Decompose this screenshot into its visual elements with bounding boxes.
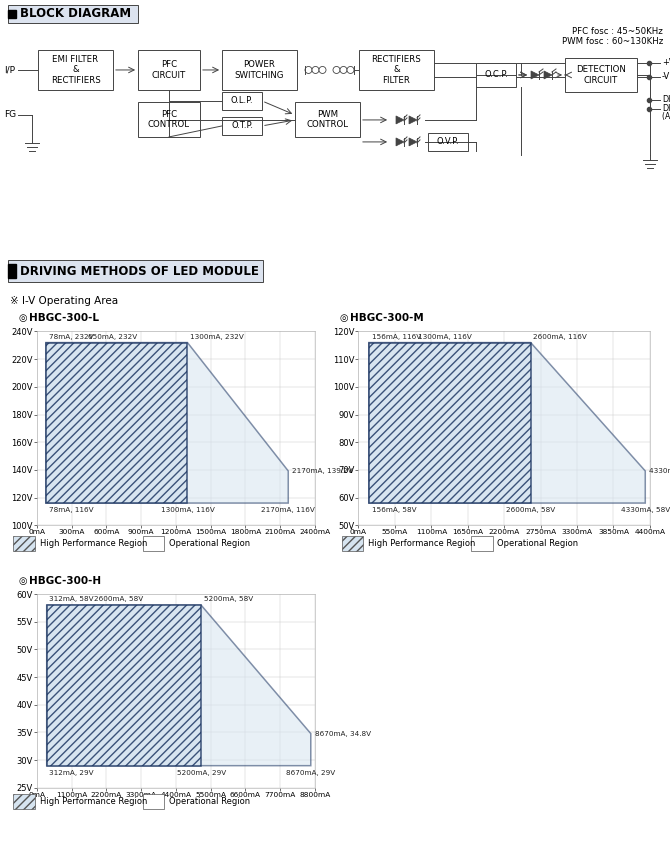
Polygon shape xyxy=(369,343,645,503)
Bar xyxy=(38,50,113,90)
Polygon shape xyxy=(47,605,311,765)
Text: 312mA, 29V: 312mA, 29V xyxy=(50,770,94,776)
Text: PFC
CIRCUIT: PFC CIRCUIT xyxy=(152,60,186,80)
Text: 5200mA, 58V: 5200mA, 58V xyxy=(204,597,253,603)
Text: 4330mA, 58V: 4330mA, 58V xyxy=(620,507,670,513)
Text: 78mA, 232V: 78mA, 232V xyxy=(49,334,93,340)
Text: PFC
CONTROL: PFC CONTROL xyxy=(148,109,190,129)
Text: PFC fosc : 45~50KHz
PWM fosc : 60~130KHz: PFC fosc : 45~50KHz PWM fosc : 60~130KHz xyxy=(561,27,663,46)
Text: (AB Type): (AB Type) xyxy=(662,113,670,121)
Text: I/P: I/P xyxy=(4,65,15,74)
Bar xyxy=(8,10,16,18)
Bar xyxy=(8,264,16,278)
Bar xyxy=(295,102,360,137)
Circle shape xyxy=(347,66,354,73)
Text: RECTIFIERS
&
FILTER: RECTIFIERS & FILTER xyxy=(372,55,421,85)
Bar xyxy=(143,794,164,809)
Text: POWER
SWITCHING: POWER SWITCHING xyxy=(234,60,284,80)
Polygon shape xyxy=(396,116,404,124)
Text: O.L.P.: O.L.P. xyxy=(230,96,253,105)
Bar xyxy=(138,50,200,90)
Text: Operational Region: Operational Region xyxy=(169,539,250,548)
Bar xyxy=(476,63,516,87)
Text: 5200mA, 29V: 5200mA, 29V xyxy=(176,770,226,776)
Text: O.T.P.: O.T.P. xyxy=(231,121,253,130)
Bar xyxy=(8,260,263,282)
Text: 1300mA, 116V: 1300mA, 116V xyxy=(417,334,472,340)
Text: ◎: ◎ xyxy=(19,575,27,585)
Polygon shape xyxy=(396,138,404,146)
Text: O.V.P.: O.V.P. xyxy=(437,138,460,146)
Text: 8670mA, 29V: 8670mA, 29V xyxy=(286,770,336,776)
Text: +V: +V xyxy=(662,59,670,67)
Text: High Performance Region: High Performance Region xyxy=(368,539,475,548)
Text: 312mA, 58V: 312mA, 58V xyxy=(50,597,94,603)
Text: 156mA, 116V: 156mA, 116V xyxy=(372,334,421,340)
Text: Operational Region: Operational Region xyxy=(497,539,578,548)
Text: O.C.P.: O.C.P. xyxy=(484,71,508,79)
Text: 156mA, 58V: 156mA, 58V xyxy=(372,507,416,513)
Text: EMI FILTER
&
RECTIFIERS: EMI FILTER & RECTIFIERS xyxy=(51,55,100,85)
Bar xyxy=(13,536,35,551)
Text: 1300mA, 116V: 1300mA, 116V xyxy=(161,507,214,513)
Text: HBGC-300-L: HBGC-300-L xyxy=(29,313,98,323)
Text: 1300mA, 232V: 1300mA, 232V xyxy=(190,334,244,340)
Text: ※ I-V Operating Area: ※ I-V Operating Area xyxy=(10,296,118,307)
Circle shape xyxy=(312,66,319,73)
Text: DIM+: DIM+ xyxy=(662,96,670,104)
Polygon shape xyxy=(46,343,288,503)
Polygon shape xyxy=(46,343,188,503)
Bar xyxy=(8,5,138,23)
Bar xyxy=(222,117,262,135)
Bar xyxy=(565,58,637,92)
Text: DRIVING METHODS OF LED MODULE: DRIVING METHODS OF LED MODULE xyxy=(20,264,259,278)
Circle shape xyxy=(319,66,326,73)
Bar xyxy=(222,92,262,110)
Text: ◎: ◎ xyxy=(19,313,27,323)
Text: 2170mA, 116V: 2170mA, 116V xyxy=(261,507,315,513)
Circle shape xyxy=(333,66,340,73)
Bar xyxy=(342,536,363,551)
Circle shape xyxy=(305,66,312,73)
Bar xyxy=(222,50,297,90)
Text: BLOCK DIAGRAM: BLOCK DIAGRAM xyxy=(20,8,131,21)
Bar xyxy=(471,536,492,551)
Bar xyxy=(138,102,200,137)
Text: 78mA, 116V: 78mA, 116V xyxy=(49,507,93,513)
Text: 2170mA, 139.2V: 2170mA, 139.2V xyxy=(292,468,353,474)
Text: DETECTION
CIRCUIT: DETECTION CIRCUIT xyxy=(576,65,626,84)
Text: Operational Region: Operational Region xyxy=(169,797,250,806)
Text: HBGC-300-H: HBGC-300-H xyxy=(29,575,100,585)
Bar xyxy=(143,536,164,551)
Text: -V: -V xyxy=(662,72,670,82)
Text: 2600mA, 116V: 2600mA, 116V xyxy=(533,334,588,340)
Polygon shape xyxy=(369,343,531,503)
Polygon shape xyxy=(531,71,539,79)
Text: PWM
CONTROL: PWM CONTROL xyxy=(306,109,348,129)
Bar xyxy=(428,133,468,151)
Circle shape xyxy=(340,66,347,73)
Polygon shape xyxy=(409,138,417,146)
Text: High Performance Region: High Performance Region xyxy=(40,797,147,806)
Text: High Performance Region: High Performance Region xyxy=(40,539,147,548)
Polygon shape xyxy=(47,605,201,765)
Text: 8670mA, 34.8V: 8670mA, 34.8V xyxy=(315,731,371,736)
Bar xyxy=(359,50,434,90)
Text: DIM-: DIM- xyxy=(662,104,670,114)
Text: 4330mA, 69.6V: 4330mA, 69.6V xyxy=(649,468,670,474)
Text: 2600mA, 58V: 2600mA, 58V xyxy=(506,507,555,513)
Text: ◎: ◎ xyxy=(340,313,348,323)
Bar xyxy=(13,794,35,809)
Polygon shape xyxy=(544,71,552,79)
Text: FG: FG xyxy=(4,110,16,120)
Text: 2600mA, 58V: 2600mA, 58V xyxy=(94,597,143,603)
Text: 650mA, 232V: 650mA, 232V xyxy=(88,334,137,340)
Text: HBGC-300-M: HBGC-300-M xyxy=(350,313,423,323)
Polygon shape xyxy=(409,116,417,124)
